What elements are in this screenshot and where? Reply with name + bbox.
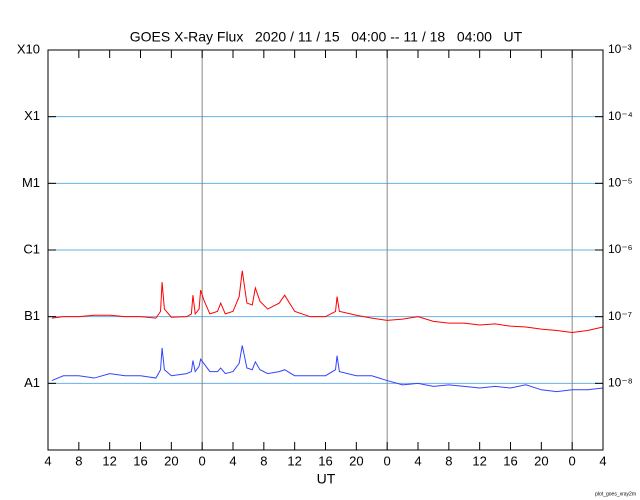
x-tick-label: 4 [44, 453, 51, 468]
y-tick-label: A1 [24, 375, 40, 390]
x-tick-label: 16 [503, 453, 517, 468]
x-tick-label: 16 [133, 453, 147, 468]
x-tick-label: 12 [102, 453, 116, 468]
x-tick-label: 16 [318, 453, 332, 468]
x-tick-label: 20 [534, 453, 548, 468]
flux-line [51, 270, 604, 333]
y2-tick-label: 10⁻⁶ [608, 242, 633, 256]
y2-tick-label: 10⁻⁸ [608, 376, 633, 390]
x-tick-label: 4 [229, 453, 236, 468]
x-tick-label: 12 [472, 453, 486, 468]
y-tick-label: C1 [23, 241, 40, 256]
y2-tick-label: 10⁻⁵ [608, 176, 633, 190]
x-tick-label: 4 [414, 453, 421, 468]
y-tick-label: B1 [24, 308, 40, 323]
y2-tick-label: 10⁻⁷ [608, 309, 632, 323]
y-tick-label: X1 [24, 108, 40, 123]
x-tick-label: 0 [569, 453, 576, 468]
chart-title: GOES X-Ray Flux 2020 / 11 / 15 04:00 -- … [130, 29, 523, 45]
x-tick-label: 8 [260, 453, 267, 468]
credit: plot_goes_xray2m [595, 491, 636, 497]
x-tick-label: 12 [287, 453, 301, 468]
x-tick-label: 0 [384, 453, 391, 468]
x-tick-label: 4 [599, 453, 606, 468]
x-tick-label: 20 [349, 453, 363, 468]
y2-tick-label: 10⁻⁴ [608, 109, 633, 123]
x-tick-label: 0 [199, 453, 206, 468]
y2-tick-label: 10⁻³ [608, 42, 632, 56]
x-tick-label: 8 [75, 453, 82, 468]
y-tick-label: M1 [22, 175, 40, 190]
y-tick-label: X10 [17, 41, 40, 56]
x-axis-label: UT [317, 471, 336, 487]
x-tick-label: 8 [445, 453, 452, 468]
flux-line [51, 345, 604, 393]
x-tick-label: 20 [164, 453, 178, 468]
plot-frame [47, 49, 604, 451]
